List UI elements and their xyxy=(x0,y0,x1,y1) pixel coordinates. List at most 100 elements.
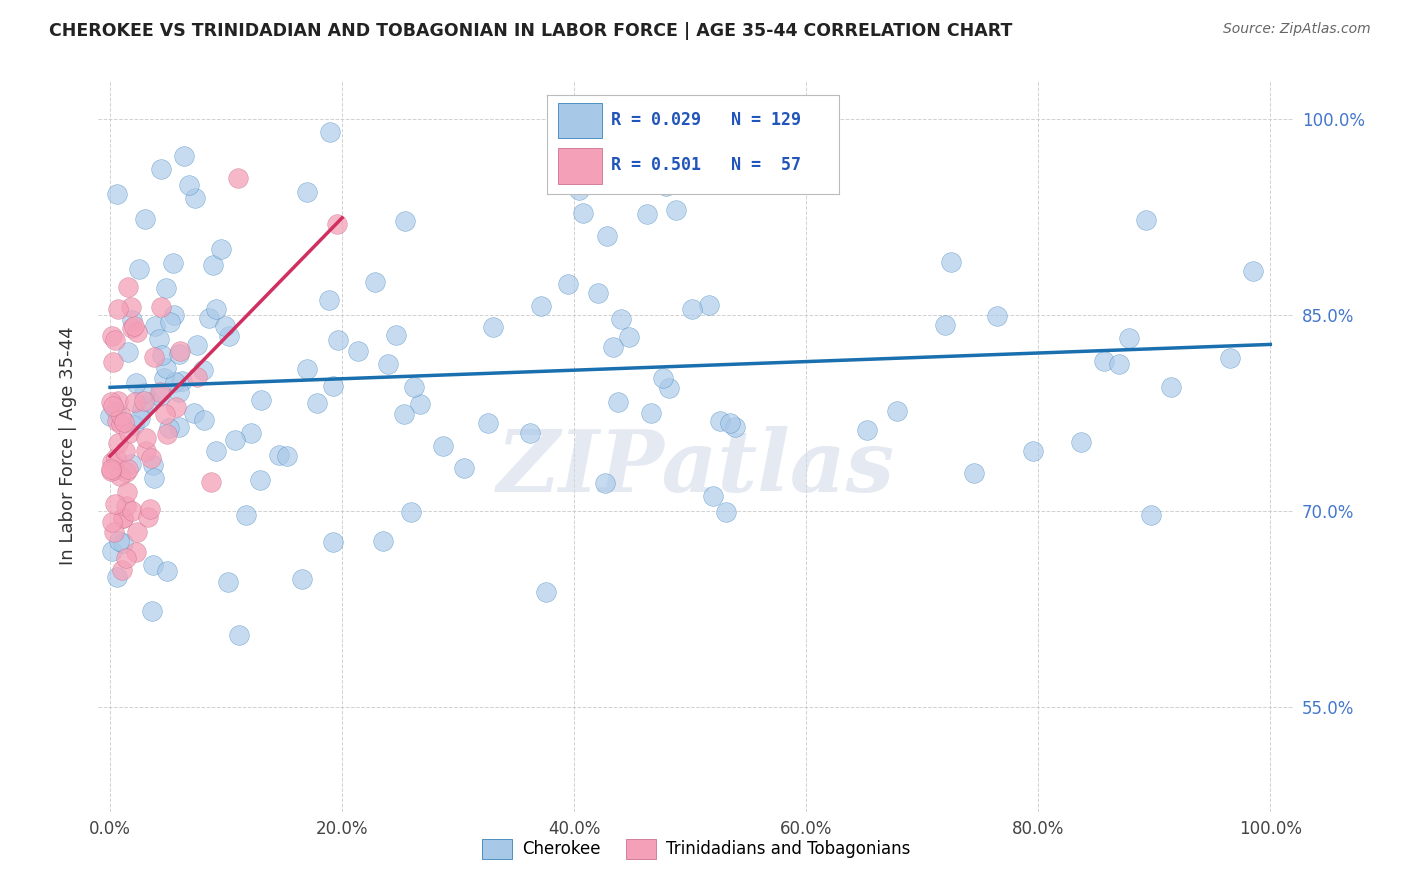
Point xyxy=(108,469,131,483)
Point xyxy=(235,508,257,522)
Point xyxy=(142,458,165,473)
Point xyxy=(177,178,200,193)
Point xyxy=(193,363,215,377)
Point xyxy=(291,572,314,586)
Point xyxy=(101,455,124,469)
Point xyxy=(709,414,731,428)
Point xyxy=(162,255,184,269)
Point xyxy=(105,404,128,418)
Point xyxy=(149,162,172,177)
Point xyxy=(103,463,125,477)
Point xyxy=(295,186,318,200)
Point xyxy=(98,409,121,424)
Point xyxy=(214,318,236,333)
Point xyxy=(157,421,180,435)
Point xyxy=(100,462,122,476)
Point xyxy=(100,329,122,343)
Point xyxy=(617,329,640,343)
Point xyxy=(326,217,349,231)
Point xyxy=(107,394,129,409)
Point xyxy=(125,376,148,390)
Point xyxy=(101,399,124,413)
Point xyxy=(681,302,703,317)
Point xyxy=(482,319,505,334)
Point xyxy=(432,439,454,453)
Point xyxy=(193,412,215,426)
Point xyxy=(139,394,162,409)
Point xyxy=(117,344,139,359)
Point xyxy=(112,415,135,429)
Point xyxy=(112,536,135,550)
Point xyxy=(183,406,205,420)
Point xyxy=(135,443,157,458)
Point xyxy=(153,407,176,421)
Point xyxy=(114,443,136,458)
Point xyxy=(640,406,662,420)
Point xyxy=(129,411,152,425)
Point xyxy=(307,395,329,409)
Point xyxy=(124,417,146,432)
Point xyxy=(155,360,177,375)
Point xyxy=(347,343,370,358)
Point xyxy=(963,466,986,480)
Point xyxy=(595,229,617,244)
Point xyxy=(610,312,633,326)
Point xyxy=(986,309,1008,323)
Point xyxy=(125,525,148,540)
Point xyxy=(586,286,609,301)
Point xyxy=(101,544,124,558)
Point xyxy=(1140,508,1163,523)
Point xyxy=(855,423,877,437)
Point xyxy=(718,416,741,430)
Point xyxy=(135,431,157,445)
Point xyxy=(572,206,595,220)
Point xyxy=(167,346,190,360)
Point xyxy=(169,343,191,358)
Point xyxy=(477,416,499,430)
Point xyxy=(714,505,737,519)
Point xyxy=(132,394,155,409)
Point xyxy=(1241,264,1264,278)
Point xyxy=(186,337,208,351)
Point xyxy=(100,395,122,409)
Point xyxy=(530,299,553,313)
Point xyxy=(201,258,224,272)
Point xyxy=(120,457,142,471)
Point xyxy=(120,300,142,314)
Point xyxy=(557,277,579,291)
Point xyxy=(593,475,616,490)
Point xyxy=(377,357,399,371)
Point xyxy=(156,564,179,578)
Point xyxy=(105,569,128,583)
Point xyxy=(322,535,344,549)
Point xyxy=(103,525,125,540)
Point xyxy=(1160,380,1182,394)
Point xyxy=(132,385,155,400)
Point xyxy=(239,426,262,441)
Point xyxy=(886,404,908,418)
Point xyxy=(111,511,134,525)
Point xyxy=(124,394,146,409)
Point xyxy=(250,393,273,408)
Point xyxy=(1118,331,1140,345)
Point xyxy=(402,380,425,394)
Point xyxy=(150,300,173,314)
Point xyxy=(143,351,166,365)
Point xyxy=(118,425,141,440)
Point xyxy=(110,417,132,431)
Point xyxy=(136,510,159,524)
Point xyxy=(125,325,148,339)
Point xyxy=(1092,354,1115,368)
Point xyxy=(117,484,139,499)
Point xyxy=(165,400,187,414)
Point xyxy=(319,125,342,139)
Text: CHEROKEE VS TRINIDADIAN AND TOBAGONIAN IN LABOR FORCE | AGE 35-44 CORRELATION CH: CHEROKEE VS TRINIDADIAN AND TOBAGONIAN I… xyxy=(49,22,1012,40)
Point xyxy=(150,348,173,362)
Point xyxy=(218,329,240,343)
Point xyxy=(939,255,962,269)
Point xyxy=(665,203,688,218)
Point xyxy=(105,187,128,202)
Point xyxy=(107,436,129,450)
Point xyxy=(170,375,193,389)
Point xyxy=(267,448,290,462)
